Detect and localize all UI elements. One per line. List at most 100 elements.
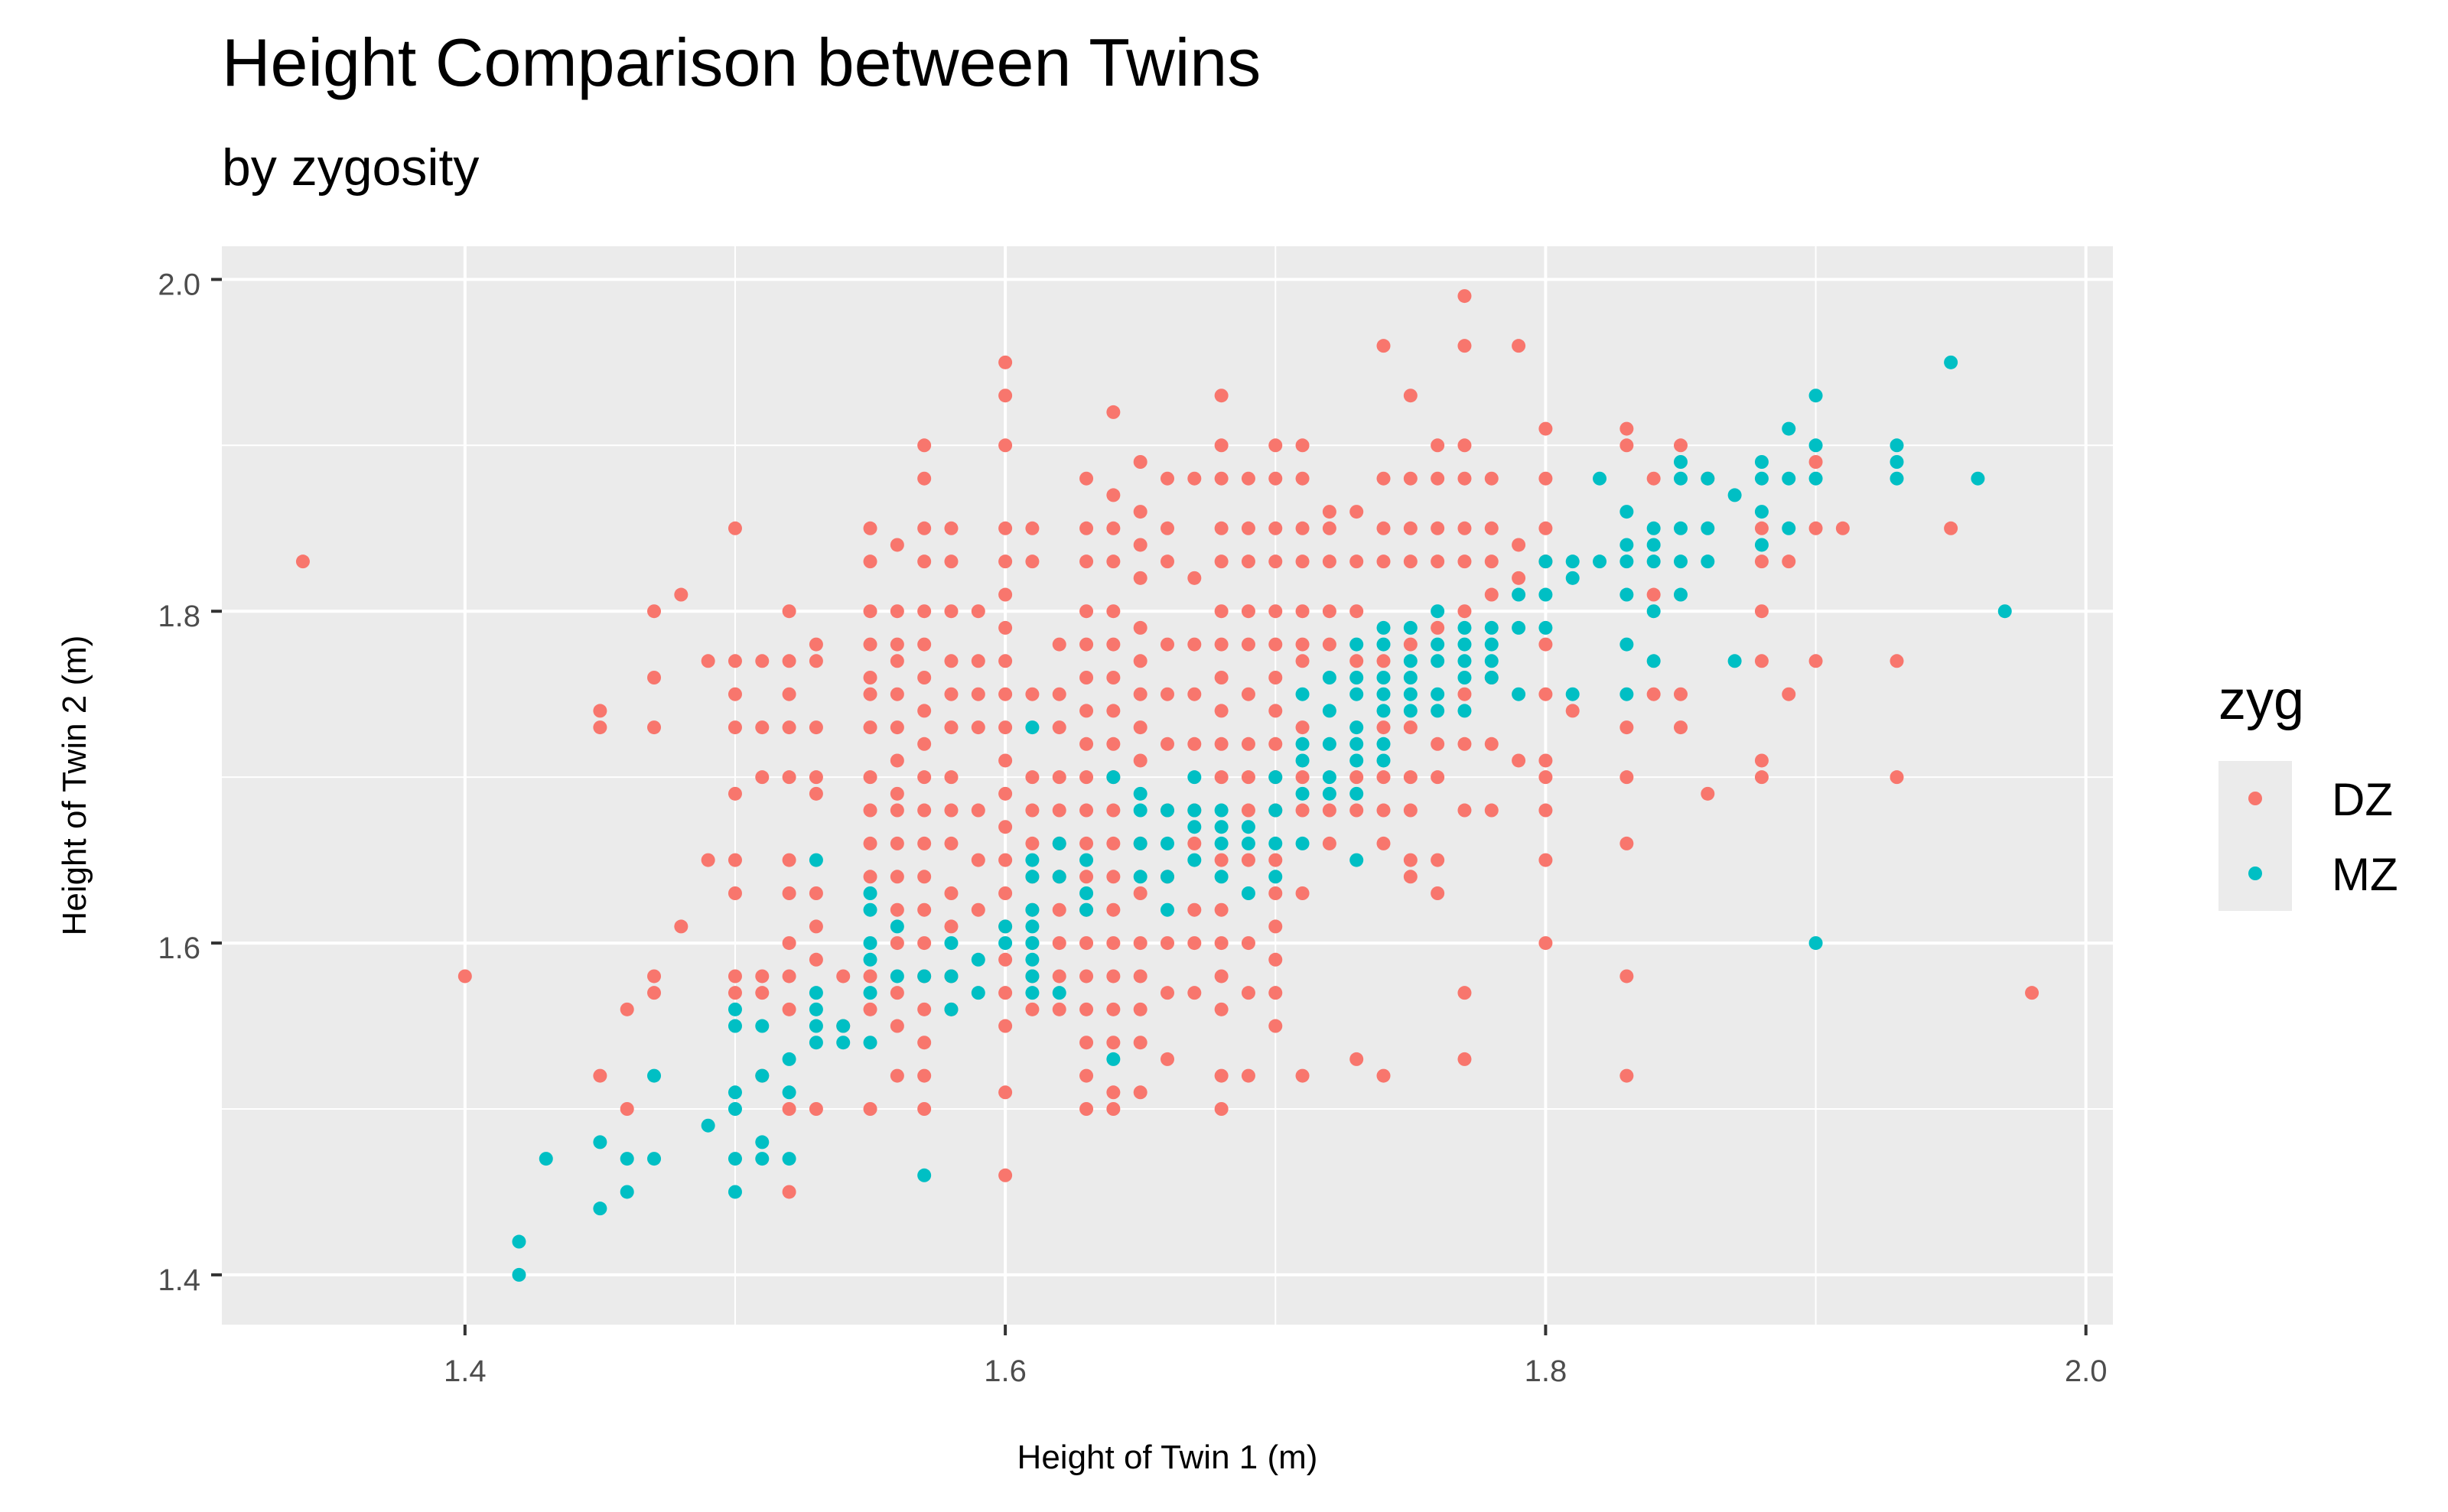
point-dz bbox=[863, 803, 877, 818]
point-mz bbox=[1403, 704, 1418, 718]
point-dz bbox=[917, 736, 932, 751]
point-mz bbox=[998, 919, 1013, 934]
x-tick-label: 1.8 bbox=[1525, 1354, 1567, 1388]
point-dz bbox=[1079, 521, 1094, 535]
point-dz bbox=[998, 886, 1013, 900]
point-dz bbox=[917, 438, 932, 453]
point-dz bbox=[1241, 986, 1255, 1000]
point-dz bbox=[971, 803, 985, 818]
point-dz bbox=[944, 836, 959, 850]
point-mz bbox=[1025, 902, 1040, 917]
point-mz bbox=[944, 969, 959, 984]
point-dz bbox=[1620, 1068, 1634, 1083]
point-dz bbox=[1106, 521, 1121, 535]
point-dz bbox=[1079, 554, 1094, 569]
point-dz bbox=[1241, 637, 1255, 652]
point-dz bbox=[593, 704, 607, 718]
point-dz bbox=[890, 803, 904, 818]
point-dz bbox=[1079, 704, 1094, 718]
point-dz bbox=[701, 853, 715, 867]
point-dz bbox=[1052, 969, 1066, 984]
point-mz bbox=[1646, 604, 1661, 619]
legend-key-background bbox=[2218, 761, 2292, 911]
point-dz bbox=[1484, 736, 1499, 751]
point-mz bbox=[755, 1152, 770, 1166]
point-dz bbox=[1484, 471, 1499, 486]
point-mz bbox=[1025, 986, 1040, 1000]
point-dz bbox=[1431, 620, 1445, 635]
point-dz bbox=[1241, 853, 1255, 867]
point-dz bbox=[917, 770, 932, 785]
point-dz bbox=[1457, 803, 1472, 818]
point-dz bbox=[1161, 1052, 1174, 1066]
point-dz bbox=[1431, 521, 1445, 535]
point-mz bbox=[1727, 654, 1742, 668]
point-mz bbox=[1431, 704, 1445, 718]
point-mz bbox=[998, 936, 1013, 951]
point-dz bbox=[1673, 438, 1688, 453]
point-dz bbox=[1376, 471, 1391, 486]
point-dz bbox=[944, 886, 959, 900]
point-dz bbox=[728, 521, 742, 535]
point-dz bbox=[1241, 521, 1255, 535]
point-dz bbox=[1025, 803, 1040, 818]
point-mz bbox=[1376, 637, 1391, 652]
point-dz bbox=[1808, 654, 1823, 668]
point-dz bbox=[1214, 770, 1229, 785]
point-dz bbox=[863, 687, 877, 701]
x-tick-label: 1.6 bbox=[984, 1354, 1027, 1388]
point-dz bbox=[809, 786, 823, 801]
point-dz bbox=[917, 836, 932, 850]
point-dz bbox=[1161, 936, 1174, 951]
point-mz bbox=[647, 1068, 662, 1083]
point-mz bbox=[890, 969, 904, 984]
point-mz bbox=[1268, 770, 1283, 785]
point-dz bbox=[944, 654, 959, 668]
point-mz bbox=[1538, 554, 1553, 569]
point-dz bbox=[863, 637, 877, 652]
point-mz bbox=[1322, 786, 1336, 801]
point-dz bbox=[1241, 604, 1255, 619]
point-dz bbox=[1106, 969, 1121, 984]
point-dz bbox=[1782, 554, 1796, 569]
point-dz bbox=[1808, 521, 1823, 535]
point-dz bbox=[836, 969, 851, 984]
point-dz bbox=[1403, 521, 1418, 535]
point-dz bbox=[1268, 736, 1283, 751]
point-mz bbox=[1620, 554, 1634, 569]
point-dz bbox=[1079, 637, 1094, 652]
point-dz bbox=[1295, 770, 1310, 785]
point-dz bbox=[890, 870, 904, 884]
point-mz bbox=[1133, 836, 1148, 850]
point-mz bbox=[782, 1152, 796, 1166]
point-mz bbox=[863, 936, 877, 951]
data-points bbox=[295, 289, 2039, 1282]
point-dz bbox=[1187, 902, 1202, 917]
point-dz bbox=[1268, 986, 1283, 1000]
point-mz bbox=[1754, 455, 1769, 469]
y-tick-label: 1.8 bbox=[158, 600, 200, 633]
point-mz bbox=[1187, 803, 1202, 818]
point-mz bbox=[809, 1002, 823, 1016]
point-dz bbox=[1295, 1068, 1310, 1083]
point-dz bbox=[917, 671, 932, 684]
x-tick-label: 2.0 bbox=[2065, 1354, 2108, 1388]
point-dz bbox=[1295, 438, 1310, 453]
point-mz bbox=[1620, 505, 1634, 519]
point-mz bbox=[701, 1118, 715, 1133]
point-dz bbox=[890, 753, 904, 768]
point-dz bbox=[1268, 521, 1283, 535]
point-dz bbox=[890, 936, 904, 951]
point-mz bbox=[1754, 538, 1769, 552]
point-dz bbox=[1376, 836, 1391, 850]
point-mz bbox=[1593, 471, 1607, 486]
point-mz bbox=[1620, 637, 1634, 652]
y-tick-label: 1.6 bbox=[158, 932, 200, 965]
point-dz bbox=[782, 604, 796, 619]
point-mz bbox=[1457, 671, 1472, 684]
point-mz bbox=[1349, 720, 1364, 735]
point-dz bbox=[944, 554, 959, 569]
point-dz bbox=[1161, 687, 1174, 701]
point-dz bbox=[647, 671, 662, 684]
